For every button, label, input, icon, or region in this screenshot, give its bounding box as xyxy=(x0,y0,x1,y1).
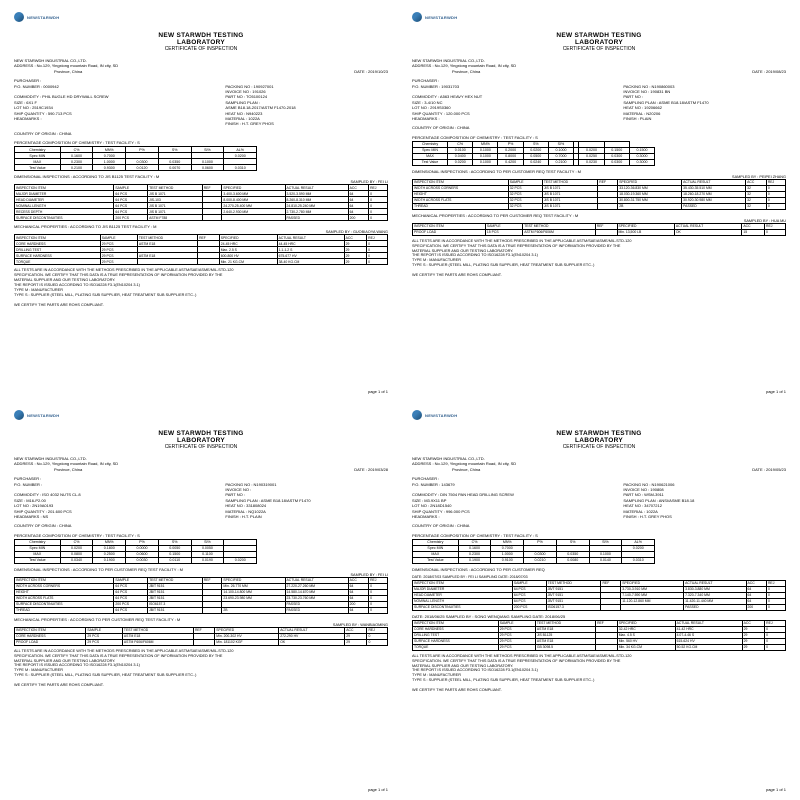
logo-text: NEWSTARWDH xyxy=(27,15,59,20)
company-block: NEW STARWDH INDUSTRIAL CO.,LTD.ADDRESS :… xyxy=(14,58,388,74)
company-block: NEW STARWDH INDUSTRIAL CO.,LTD.ADDRESS :… xyxy=(412,456,786,472)
info-row: PURCHASER :P.O. NUMBER : COMMODITY : ISO… xyxy=(14,476,388,519)
mech-label: MECHANICAL PROPERTIES : ACCORDING TO PER… xyxy=(14,617,388,622)
notes: ALL TESTS ARE IN ACCORDANCE WITH THE MET… xyxy=(412,654,786,693)
dim-extra: DATE: 2018/07/03 SAMPLED BY : FEI LI SAM… xyxy=(412,575,786,579)
cert-title: NEW STARWDH TESTING xyxy=(412,430,786,437)
chem-label: PERCENTAGE COMPOSITION OF CHEMISTRY : TE… xyxy=(412,533,786,538)
origin: COUNTRY OF ORIGIN : CHINA xyxy=(412,523,786,528)
dim-label: DIMENSIONAL INSPECTIONS : ACCORDING TO P… xyxy=(412,567,786,572)
mech-table: INSPECTION ITEMSAMPLETEST METHODREFSPECI… xyxy=(412,223,786,236)
origin: COUNTRY OF ORIGIN : CHINA xyxy=(14,131,388,136)
cert-subtitle: CERTIFICATE OF INSPECTION xyxy=(412,46,786,52)
logo: NEWSTARWDH xyxy=(412,12,786,22)
cert-subtitle: CERTIFICATE OF INSPECTION xyxy=(14,46,388,52)
dim-table: INSPECTION ITEMSAMPLETEST METHODREFSPECI… xyxy=(14,577,388,614)
mech-label: MECHANICAL PROPERTIES : ACCORDING TO JIS… xyxy=(14,224,388,229)
page-number: page 1 of 1 xyxy=(766,389,786,394)
chem-table: ChemistryC%MN%P%S%SI%Spec MIN0.01000.100… xyxy=(412,141,655,166)
cert-title: NEW STARWDH TESTING xyxy=(412,32,786,39)
certificate-2: NEWSTARWDHNEW STARWDH TESTINGLABORATORYC… xyxy=(402,4,796,398)
chem-label: PERCENTAGE COMPOSITION OF CHEMISTRY : TE… xyxy=(412,135,786,140)
chem-label: PERCENTAGE COMPOSITION OF CHEMISTRY : TE… xyxy=(14,140,388,145)
mech-table: INSPECTION ITEMSAMPLETEST METHODREFSPECI… xyxy=(14,627,388,646)
logo: NEWSTARWDH xyxy=(14,12,388,22)
cert-lab: LABORATORY xyxy=(14,39,388,46)
page-number: page 1 of 1 xyxy=(368,389,388,394)
logo-text: NEWSTARWDH xyxy=(425,15,457,20)
info-row: PURCHASER :P.O. NUMBER : 143679 COMMODIT… xyxy=(412,476,786,519)
origin: COUNTRY OF ORIGIN : CHINA xyxy=(412,125,786,130)
dim-table: INSPECTION ITEMSAMPLETEST METHODREFSPECI… xyxy=(412,179,786,210)
dim-label: DIMENSIONAL INSPECTIONS : ACCORDING TO J… xyxy=(14,174,388,179)
info-row: PURCHASER :P.O. NUMBER : 19031703 COMMOD… xyxy=(412,78,786,121)
notes: ALL TESTS ARE IN ACCORDANCE WITH THE MET… xyxy=(412,239,786,278)
chem-label: PERCENTAGE COMPOSITION OF CHEMISTRY : TE… xyxy=(14,533,388,538)
origin: COUNTRY OF ORIGIN : CHINA xyxy=(14,523,388,528)
cert-lab: LABORATORY xyxy=(14,437,388,444)
page-number: page 1 of 1 xyxy=(766,787,786,792)
cert-subtitle: CERTIFICATE OF INSPECTION xyxy=(412,444,786,450)
chem-table: ChemistryC%MN%P%S%SI%AL%Spec MIN0.16000.… xyxy=(14,146,257,171)
notes: ALL TESTS ARE IN ACCORDANCE WITH THE MET… xyxy=(14,268,388,307)
chem-table: ChemistryC%MN%P%S%SI%Spec MIN0.02000.180… xyxy=(14,539,257,564)
certificate-4: NEWSTARWDHNEW STARWDH TESTINGLABORATORYC… xyxy=(402,402,796,796)
certificate-3: NEWSTARWDHNEW STARWDH TESTINGLABORATORYC… xyxy=(4,402,398,796)
cert-lab: LABORATORY xyxy=(412,39,786,46)
notes: ALL TESTS ARE IN ACCORDANCE WITH THE MET… xyxy=(14,649,388,688)
mech-label: MECHANICAL PROPERTIES : ACCORDING TO PER… xyxy=(412,213,786,218)
logo: NEWSTARWDH xyxy=(14,410,388,420)
certificate-1: NEWSTARWDHNEW STARWDH TESTINGLABORATORYC… xyxy=(4,4,398,398)
dim-label: DIMENSIONAL INSPECTIONS : ACCORDING TO P… xyxy=(412,169,786,174)
dim-label: DIMENSIONAL INSPECTIONS : ACCORDING TO P… xyxy=(14,567,388,572)
mech-table: INSPECTION ITEMSAMPLETEST METHODREFSPECI… xyxy=(14,234,388,265)
logo-icon xyxy=(14,410,24,420)
cert-title: NEW STARWDH TESTING xyxy=(14,430,388,437)
company-block: NEW STARWDH INDUSTRIAL CO.,LTD.ADDRESS :… xyxy=(412,58,786,74)
mech-table: INSPECTION ITEMSAMPLETEST METHODREFSPECI… xyxy=(412,620,786,651)
chem-table: ChemistryC%MN%P%S%SI%AL%Spec MIN0.16000.… xyxy=(412,539,655,564)
dim-table: INSPECTION ITEMSAMPLETEST METHODREFSPECI… xyxy=(14,184,388,221)
logo-icon xyxy=(412,12,422,22)
logo: NEWSTARWDH xyxy=(412,410,786,420)
logo-text: NEWSTARWDH xyxy=(27,413,59,418)
page-number: page 1 of 1 xyxy=(368,787,388,792)
mech-label: DATE: 2018/06/25 SAMPLED BY : SONG WENQI… xyxy=(412,614,786,619)
logo-icon xyxy=(14,12,24,22)
dim-table: INSPECTION ITEMSAMPLETEST METHODREFSPECI… xyxy=(412,580,786,611)
logo-icon xyxy=(412,410,422,420)
cert-lab: LABORATORY xyxy=(412,437,786,444)
cert-subtitle: CERTIFICATE OF INSPECTION xyxy=(14,444,388,450)
cert-title: NEW STARWDH TESTING xyxy=(14,32,388,39)
info-row: PURCHASER :P.O. NUMBER : 0000942 COMMODI… xyxy=(14,78,388,127)
company-block: NEW STARWDH INDUSTRIAL CO.,LTD.ADDRESS :… xyxy=(14,456,388,472)
logo-text: NEWSTARWDH xyxy=(425,413,457,418)
